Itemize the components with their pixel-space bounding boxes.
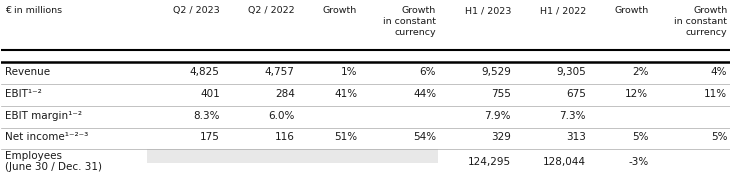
Text: 7.9%: 7.9% — [485, 111, 511, 121]
Text: 41%: 41% — [334, 89, 357, 99]
Text: 2%: 2% — [632, 67, 648, 77]
Text: 1%: 1% — [341, 67, 357, 77]
Text: 128,044: 128,044 — [543, 156, 586, 167]
Text: 5%: 5% — [711, 132, 727, 143]
Text: Growth
in constant
currency: Growth in constant currency — [383, 6, 436, 37]
Text: 6%: 6% — [420, 67, 436, 77]
Text: H1 / 2022: H1 / 2022 — [539, 6, 586, 15]
Text: Q2 / 2023: Q2 / 2023 — [173, 6, 220, 15]
Text: Employees
(June 30 / Dec. 31): Employees (June 30 / Dec. 31) — [5, 151, 102, 172]
Text: EBIT¹⁻²: EBIT¹⁻² — [5, 89, 42, 99]
Bar — [297, 149, 359, 171]
Text: 313: 313 — [566, 132, 586, 143]
Text: Growth: Growth — [323, 6, 357, 15]
Text: 8.3%: 8.3% — [193, 111, 220, 121]
Text: 11%: 11% — [704, 89, 727, 99]
Text: 124,295: 124,295 — [468, 156, 511, 167]
Bar — [359, 149, 439, 171]
Text: 284: 284 — [275, 89, 295, 99]
Text: 675: 675 — [566, 89, 586, 99]
Text: 4,757: 4,757 — [265, 67, 295, 77]
Text: 4,825: 4,825 — [190, 67, 220, 77]
Text: 44%: 44% — [413, 89, 436, 99]
Text: Growth: Growth — [614, 6, 648, 15]
Text: Net income¹⁻²⁻³: Net income¹⁻²⁻³ — [5, 132, 88, 143]
Text: Growth
in constant
currency: Growth in constant currency — [675, 6, 727, 37]
Text: H1 / 2023: H1 / 2023 — [465, 6, 511, 15]
Text: -3%: -3% — [628, 156, 648, 167]
Text: 5%: 5% — [632, 132, 648, 143]
Text: 116: 116 — [275, 132, 295, 143]
Text: 401: 401 — [200, 89, 220, 99]
Text: 9,305: 9,305 — [556, 67, 586, 77]
Text: 12%: 12% — [625, 89, 648, 99]
Text: 6.0%: 6.0% — [268, 111, 295, 121]
Text: 9,529: 9,529 — [481, 67, 511, 77]
Text: 175: 175 — [200, 132, 220, 143]
Text: EBIT margin¹⁻²: EBIT margin¹⁻² — [5, 111, 82, 121]
Text: 4%: 4% — [711, 67, 727, 77]
Text: 755: 755 — [491, 89, 511, 99]
Text: Revenue: Revenue — [5, 67, 50, 77]
Bar — [147, 149, 222, 171]
Text: € in millions: € in millions — [5, 6, 62, 15]
Text: 54%: 54% — [413, 132, 436, 143]
Text: 329: 329 — [491, 132, 511, 143]
Text: 51%: 51% — [334, 132, 357, 143]
Text: 7.3%: 7.3% — [559, 111, 586, 121]
Text: Q2 / 2022: Q2 / 2022 — [248, 6, 295, 15]
Bar — [222, 149, 297, 171]
